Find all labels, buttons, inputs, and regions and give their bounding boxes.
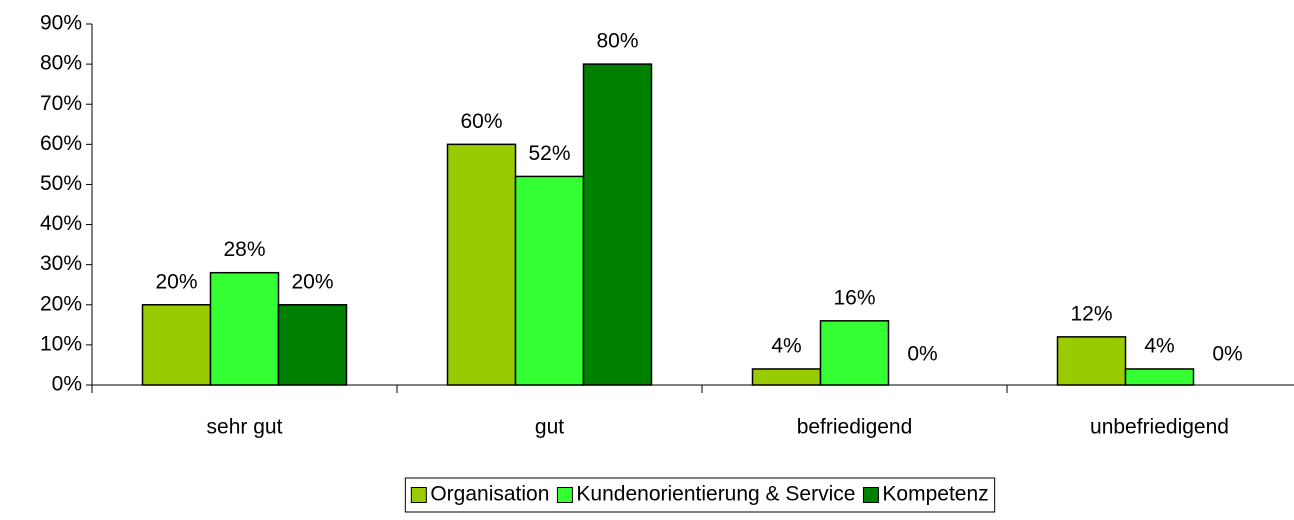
y-tick-label: 40% [40,212,82,235]
bar [819,320,890,386]
y-tick-label: 30% [40,252,82,275]
y-tick-label: 60% [40,132,82,155]
x-tick-label: gut [535,416,564,439]
bar [751,368,822,386]
value-label: 52% [528,142,570,165]
bar [1056,336,1127,386]
legend-swatch [862,487,879,503]
legend-box [404,477,996,513]
bar [141,304,212,386]
bar [277,304,348,386]
bar [514,175,585,386]
legend-label: Organisation [430,483,549,506]
y-tick-label: 20% [40,292,82,315]
legend-swatch [410,487,427,503]
y-tick-label: 0% [52,373,82,396]
y-tick-label: 80% [40,52,82,75]
legend: Organisation Kundenorientierung & Service… [404,477,996,513]
value-label: 28% [223,238,265,261]
value-label: 12% [1070,302,1112,325]
legend-label: Kundenorientierung & Service [576,483,855,506]
x-tick-label: unbefriedigend [1090,416,1229,439]
value-label: 16% [833,286,875,309]
value-label: 0% [1212,343,1242,366]
value-label: 20% [155,270,197,293]
legend-label: Kompetenz [882,483,988,506]
y-tick-label: 10% [40,332,82,355]
value-label: 4% [771,335,801,358]
value-label: 60% [460,110,502,133]
legend-swatch [556,487,573,503]
value-label: 20% [291,270,333,293]
value-label: 80% [596,30,638,53]
bar [209,271,280,386]
bar [582,63,653,386]
bar [1124,368,1195,386]
bar [446,143,517,386]
y-tick-label: 90% [40,12,82,35]
y-tick-label: 70% [40,92,82,115]
x-tick-label: befriedigend [797,416,913,439]
x-tick-label: sehr gut [207,416,283,439]
value-label: 4% [1144,335,1174,358]
y-tick-label: 50% [40,172,82,195]
value-label: 0% [907,343,937,366]
